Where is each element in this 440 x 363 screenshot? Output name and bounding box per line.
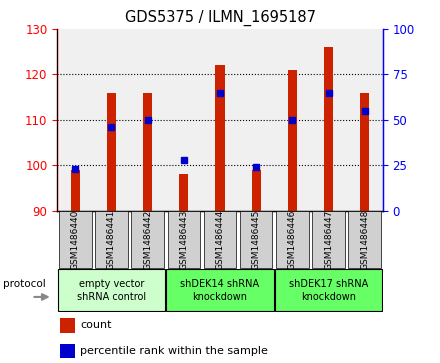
FancyBboxPatch shape [275,269,382,311]
Bar [180,174,188,211]
Bar [360,93,369,211]
Text: GSM1486447: GSM1486447 [324,209,333,270]
Text: empty vector
shRNA control: empty vector shRNA control [77,279,146,302]
FancyBboxPatch shape [58,269,165,311]
Text: shDEK17 shRNA
knockdown: shDEK17 shRNA knockdown [289,279,368,302]
FancyBboxPatch shape [59,211,92,268]
Text: GSM1486444: GSM1486444 [216,209,224,270]
Bar [71,170,80,211]
Bar [60,344,75,358]
Bar [252,170,260,211]
Text: GSM1486441: GSM1486441 [107,209,116,270]
FancyBboxPatch shape [166,269,274,311]
Text: GSM1486448: GSM1486448 [360,209,369,270]
Text: shDEK14 shRNA
knockdown: shDEK14 shRNA knockdown [180,279,260,302]
Text: count: count [80,321,111,330]
Bar [60,318,75,333]
FancyBboxPatch shape [276,211,308,268]
Text: GSM1486445: GSM1486445 [252,209,260,270]
Bar [107,93,116,211]
Text: percentile rank within the sample: percentile rank within the sample [80,346,268,356]
FancyBboxPatch shape [132,211,164,268]
Text: GSM1486440: GSM1486440 [71,209,80,270]
Text: GSM1486443: GSM1486443 [180,209,188,270]
Text: protocol: protocol [3,279,46,289]
FancyBboxPatch shape [204,211,236,268]
Bar [288,70,297,211]
Title: GDS5375 / ILMN_1695187: GDS5375 / ILMN_1695187 [125,10,315,26]
Bar [324,47,333,211]
Bar [143,93,152,211]
FancyBboxPatch shape [95,211,128,268]
FancyBboxPatch shape [240,211,272,268]
FancyBboxPatch shape [168,211,200,268]
Text: GSM1486442: GSM1486442 [143,209,152,270]
Bar [216,65,224,211]
FancyBboxPatch shape [312,211,345,268]
FancyBboxPatch shape [348,211,381,268]
Text: GSM1486446: GSM1486446 [288,209,297,270]
